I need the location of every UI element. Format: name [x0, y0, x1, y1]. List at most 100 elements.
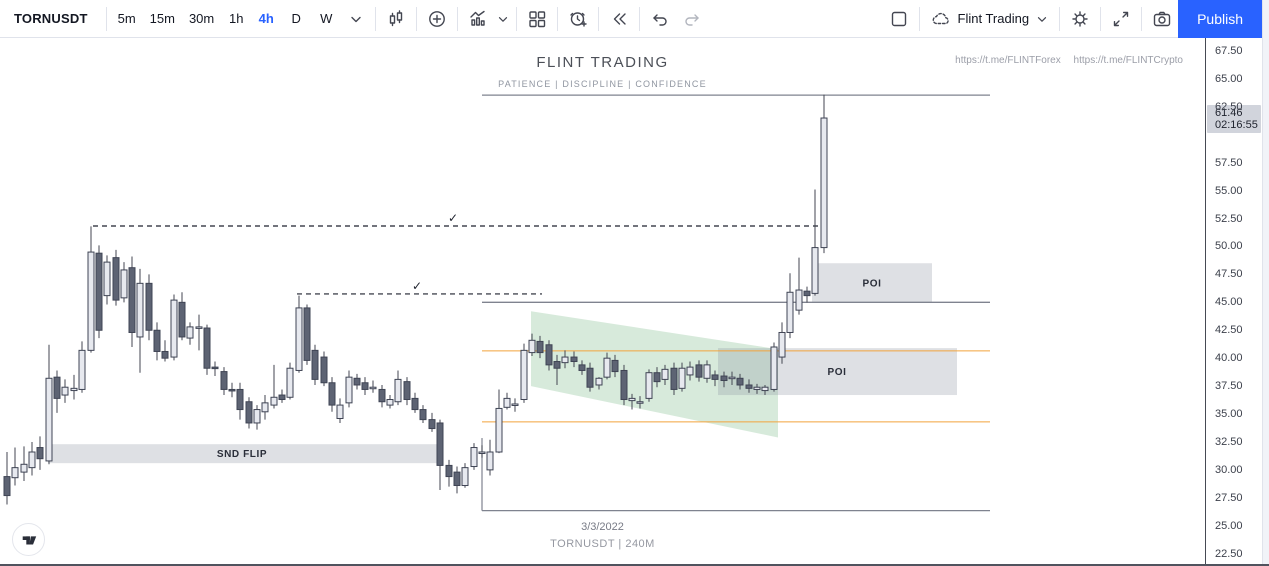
candle-bull[interactable] — [20, 463, 28, 473]
candle-bull[interactable] — [136, 282, 144, 338]
candle-bear[interactable] — [3, 476, 11, 497]
candle-bull[interactable] — [786, 291, 794, 333]
bar-replay-button[interactable] — [603, 4, 635, 34]
candle-bear[interactable] — [178, 301, 186, 338]
candle-bear[interactable] — [736, 377, 744, 386]
chart-pane[interactable]: SND FLIP POI POI ✓ ✓ FLINT TRADING PATIENCE … — [0, 38, 1205, 566]
candle-bear[interactable] — [278, 394, 286, 401]
candle-bull[interactable] — [770, 346, 778, 390]
candle-bull[interactable] — [336, 404, 344, 419]
screenshot-button[interactable] — [1146, 4, 1178, 34]
candle-bull[interactable] — [678, 367, 686, 389]
tf-button-4h[interactable]: 4h — [251, 4, 281, 34]
candle-bull[interactable] — [728, 376, 736, 380]
candle-bear[interactable] — [453, 471, 461, 487]
candle-bear[interactable] — [436, 422, 444, 466]
candle-bull[interactable] — [11, 467, 19, 479]
symbol-button[interactable]: TORNUSDT — [0, 4, 102, 34]
candle-bull[interactable] — [270, 396, 278, 406]
candle-bear[interactable] — [403, 381, 411, 401]
candle-bull[interactable] — [703, 364, 711, 379]
candle-bear[interactable] — [320, 356, 328, 384]
publish-button[interactable]: Publish — [1178, 0, 1262, 38]
tf-button-W[interactable]: W — [311, 4, 341, 34]
candle-bull[interactable] — [461, 467, 469, 487]
candle-bear[interactable] — [803, 290, 811, 297]
candle-bear[interactable] — [211, 366, 219, 370]
candle-bull[interactable] — [661, 368, 669, 380]
candle-bear[interactable] — [620, 369, 628, 401]
tf-button-5m[interactable]: 5m — [111, 4, 143, 34]
candle-bear[interactable] — [553, 361, 561, 369]
candle-bull[interactable] — [28, 451, 36, 469]
zone-box-poi[interactable] — [812, 263, 932, 303]
tf-button-D[interactable]: D — [281, 4, 311, 34]
candle-bull[interactable] — [369, 386, 377, 390]
candle-bull[interactable] — [511, 403, 519, 406]
candle-bear[interactable] — [653, 372, 661, 383]
candle-bear[interactable] — [361, 382, 369, 390]
compare-add-button[interactable] — [421, 4, 453, 34]
candle-bear[interactable] — [311, 349, 319, 380]
candle-bull[interactable] — [470, 447, 478, 468]
candle-bear[interactable] — [578, 364, 586, 371]
candle-bear[interactable] — [611, 359, 619, 373]
candle-bull[interactable] — [486, 451, 494, 471]
candle-bear[interactable] — [445, 464, 453, 478]
candle-bull[interactable] — [753, 386, 761, 390]
candle-bull[interactable] — [820, 117, 828, 249]
candle-bear[interactable] — [112, 257, 120, 301]
candle-bull[interactable] — [636, 401, 644, 404]
candle-bear[interactable] — [203, 327, 211, 369]
candle-bear[interactable] — [745, 384, 753, 389]
candle-bull[interactable] — [345, 376, 353, 404]
candle-bear[interactable] — [153, 329, 161, 352]
tf-button-30m[interactable]: 30m — [182, 4, 221, 34]
candle-bull[interactable] — [186, 326, 194, 339]
candle-bear[interactable] — [328, 382, 336, 406]
candle-bull[interactable] — [61, 386, 69, 396]
candle-bull[interactable] — [811, 247, 819, 294]
undo-button[interactable] — [644, 4, 676, 34]
candle-bull[interactable] — [78, 349, 86, 390]
candle-bull[interactable] — [170, 299, 178, 358]
candle-bear[interactable] — [220, 371, 228, 390]
alert-button[interactable] — [562, 4, 594, 34]
price-axis[interactable]: 61.46 02:16:55 67.50 65.00 62.50 57.50 55.00… — [1205, 38, 1262, 564]
candle-bull[interactable] — [120, 269, 128, 299]
candle-bull[interactable] — [561, 356, 569, 364]
candle-bull[interactable] — [503, 397, 511, 408]
candle-bull[interactable] — [761, 386, 769, 392]
candle-bull[interactable] — [87, 251, 95, 351]
candle-bear[interactable] — [411, 397, 419, 411]
candle-bear[interactable] — [128, 267, 136, 333]
candle-bull[interactable] — [478, 451, 486, 455]
candle-bear[interactable] — [145, 282, 153, 331]
indicators-button[interactable] — [462, 4, 494, 34]
indicators-menu-chevron[interactable] — [494, 4, 512, 34]
candle-bear[interactable] — [536, 340, 544, 354]
tradingview-logo[interactable] — [12, 523, 45, 556]
candle-bear[interactable] — [711, 374, 719, 380]
candle-bull[interactable] — [103, 261, 111, 297]
candle-bull[interactable] — [628, 397, 636, 402]
price-chart[interactable]: SND FLIP POI POI ✓ ✓ — [0, 38, 1205, 566]
candle-bull[interactable] — [295, 307, 303, 371]
candle-bull[interactable] — [261, 402, 269, 413]
candle-bear[interactable] — [378, 388, 386, 403]
candle-bull[interactable] — [70, 387, 78, 392]
candle-bear[interactable] — [36, 447, 44, 460]
candle-bull[interactable] — [386, 399, 394, 406]
candle-bear[interactable] — [570, 356, 578, 363]
candle-bull[interactable] — [778, 331, 786, 358]
candle-bear[interactable] — [245, 401, 253, 424]
zone-box-snd-flip[interactable] — [48, 444, 437, 464]
tf-button-15m[interactable]: 15m — [143, 4, 182, 34]
candle-bear[interactable] — [545, 344, 553, 366]
candle-bear[interactable] — [586, 367, 594, 388]
candle-bull[interactable] — [394, 378, 402, 403]
settings-button[interactable] — [1064, 4, 1096, 34]
candle-bull[interactable] — [195, 326, 203, 329]
candle-bull[interactable] — [520, 349, 528, 401]
candle-bear[interactable] — [428, 419, 436, 430]
